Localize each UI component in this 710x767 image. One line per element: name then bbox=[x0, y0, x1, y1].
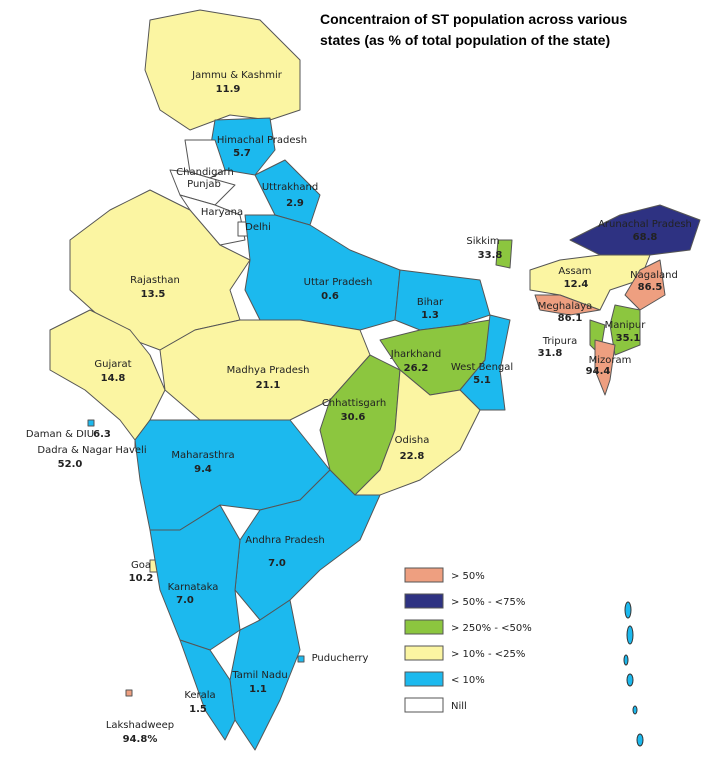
state-value: 11.9 bbox=[216, 84, 241, 95]
state-name: Assam bbox=[558, 266, 591, 277]
state-value: 22.8 bbox=[400, 451, 425, 462]
legend-label: Nill bbox=[451, 701, 467, 712]
map-title: Concentraion of ST population across var… bbox=[320, 11, 627, 27]
state-value: 9.4 bbox=[194, 464, 212, 475]
state-name: Punjab bbox=[187, 179, 221, 190]
state-name: Maharasthra bbox=[171, 450, 234, 461]
state-name: Uttrakhand bbox=[262, 182, 318, 193]
legend-label: > 250% - <50% bbox=[451, 623, 532, 634]
state-name: Tamil Nadu bbox=[231, 670, 287, 681]
state-name: Bihar bbox=[417, 297, 444, 308]
state-name: Madhya Pradesh bbox=[227, 365, 310, 376]
state-region bbox=[149, 504, 241, 651]
state-value: 1.5 bbox=[189, 704, 207, 715]
state-value: 1.3 bbox=[421, 310, 439, 321]
legend-label: < 10% bbox=[451, 675, 485, 686]
state-name: Daman & DIU bbox=[26, 429, 94, 440]
state-name: Himachal Pradesh bbox=[217, 135, 307, 146]
state-value: 7.0 bbox=[176, 595, 194, 606]
state-name: Meghalaya bbox=[538, 301, 593, 312]
state-name: Nagaland bbox=[630, 270, 678, 281]
state-name: Kerala bbox=[184, 690, 215, 701]
state-value: 86.5 bbox=[638, 282, 663, 293]
state-name: Rajasthan bbox=[130, 275, 180, 286]
state-value: 33.8 bbox=[478, 250, 503, 261]
map-title: states (as % of total population of the … bbox=[320, 32, 610, 48]
state-value: 13.5 bbox=[141, 289, 166, 300]
legend-swatch bbox=[404, 567, 444, 583]
state-name: Mizoram bbox=[589, 355, 632, 366]
state-value: 52.0 bbox=[58, 459, 83, 470]
state-region bbox=[534, 294, 601, 316]
state-value: 94.8% bbox=[123, 734, 158, 745]
state-region bbox=[569, 204, 701, 256]
state-name: Sikkim bbox=[466, 236, 499, 247]
state-value: 21.1 bbox=[256, 380, 281, 391]
state-value: 5.1 bbox=[473, 375, 491, 386]
state-name: Lakshadweep bbox=[106, 720, 174, 731]
legend-label: > 50% bbox=[451, 571, 485, 582]
legend-swatch bbox=[404, 593, 444, 609]
state-region bbox=[459, 314, 511, 411]
state-name: Goa bbox=[131, 560, 151, 571]
legend-swatch bbox=[404, 671, 444, 687]
state-region bbox=[529, 254, 651, 311]
state-value: 12.4 bbox=[564, 279, 589, 290]
state-region bbox=[254, 159, 321, 226]
state-name: Haryana bbox=[201, 207, 243, 218]
legend-label: > 10% - <25% bbox=[451, 649, 525, 660]
state-value: 10.2 bbox=[129, 573, 154, 584]
state-name: Delhi bbox=[245, 222, 271, 233]
state-region bbox=[495, 239, 513, 269]
state-region bbox=[594, 339, 616, 396]
state-region bbox=[354, 369, 481, 496]
state-name: West Bengal bbox=[451, 362, 513, 373]
state-value: 86.1 bbox=[558, 313, 583, 324]
state-name: Chandigarh bbox=[176, 167, 234, 178]
state-region bbox=[297, 655, 305, 663]
state-region bbox=[87, 419, 95, 427]
state-value: 30.6 bbox=[341, 412, 366, 423]
state-region bbox=[179, 639, 236, 741]
state-value: 0.6 bbox=[321, 291, 339, 302]
state-value: 14.8 bbox=[101, 373, 126, 384]
state-region bbox=[609, 304, 641, 356]
state-name: Chhattisgarh bbox=[322, 398, 386, 409]
state-value: 5.7 bbox=[233, 148, 251, 159]
andaman-islands bbox=[623, 601, 644, 747]
state-name: Jharkhand bbox=[390, 349, 441, 360]
state-value: 68.8 bbox=[633, 232, 658, 243]
state-name: Tripura bbox=[542, 336, 577, 347]
state-name: Manipur bbox=[605, 320, 647, 331]
state-name: Puducherry bbox=[312, 653, 369, 664]
state-value: 35.1 bbox=[616, 333, 641, 344]
state-name: Andhra Pradesh bbox=[245, 535, 324, 546]
legend-swatch bbox=[404, 697, 444, 713]
legend-label: > 50% - <75% bbox=[451, 597, 525, 608]
state-region bbox=[624, 259, 666, 311]
state-region bbox=[244, 214, 401, 331]
state-name: Dadra & Nagar Haveli bbox=[37, 445, 146, 456]
legend-swatch bbox=[404, 645, 444, 661]
state-name: Odisha bbox=[395, 435, 430, 446]
state-name: Arunachal Pradesh bbox=[598, 219, 692, 230]
state-name: Uttar Pradesh bbox=[304, 277, 373, 288]
state-value: 6.3 bbox=[93, 429, 111, 440]
state-name: Karnataka bbox=[168, 582, 219, 593]
state-value: 26.2 bbox=[404, 363, 429, 374]
state-value: 94.4 bbox=[586, 366, 611, 377]
legend-swatch bbox=[404, 619, 444, 635]
state-value: 2.9 bbox=[286, 198, 304, 209]
state-region bbox=[125, 689, 133, 697]
state-name: Jammu & Kashmir bbox=[191, 70, 283, 81]
state-name: Gujarat bbox=[94, 359, 131, 370]
state-value: 1.1 bbox=[249, 684, 267, 695]
state-region bbox=[184, 139, 226, 179]
state-value: 7.0 bbox=[268, 558, 286, 569]
state-value: 31.8 bbox=[538, 348, 563, 359]
